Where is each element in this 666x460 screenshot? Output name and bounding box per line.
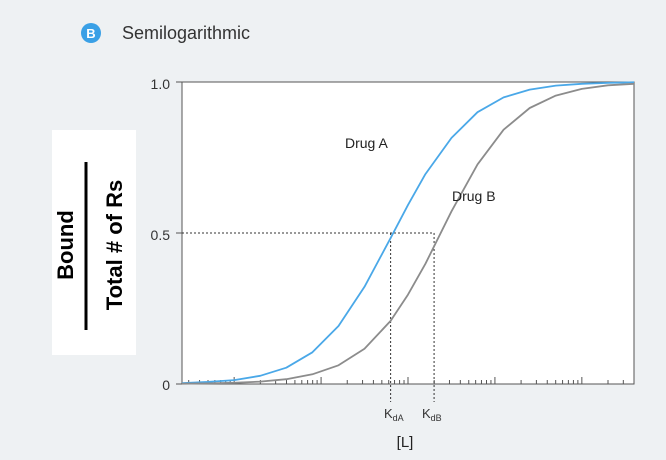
kd-a-main: K xyxy=(384,406,393,421)
kd-b-label: KdB xyxy=(422,406,442,423)
kd-b-sub: dB xyxy=(431,413,442,423)
reference-lines xyxy=(182,232,435,402)
series-lines xyxy=(181,81,635,385)
series-label-drug-b: Drug B xyxy=(452,188,496,204)
chart-title: Semilogarithmic xyxy=(122,23,250,43)
kd-a-label: KdA xyxy=(384,406,404,423)
y-tick-label: 0 xyxy=(162,377,170,393)
y-axis-label-denominator: Total # of Rs xyxy=(102,180,127,310)
panel-badge xyxy=(81,23,101,43)
y-tick-label: 0.5 xyxy=(151,227,171,243)
y-axis-label-numerator: Bound xyxy=(53,210,78,280)
kd-b-main: K xyxy=(422,406,431,421)
drug-a-curve xyxy=(181,81,635,384)
panel-badge-letter: B xyxy=(86,26,95,41)
series-label-drug-a: Drug A xyxy=(345,135,388,151)
drug-b-curve xyxy=(181,82,635,385)
y-axis-label-box xyxy=(52,130,136,355)
y-tick-label: 1.0 xyxy=(151,76,171,92)
x-axis-label: [L] xyxy=(397,434,414,451)
kd-a-sub: dA xyxy=(393,413,404,423)
